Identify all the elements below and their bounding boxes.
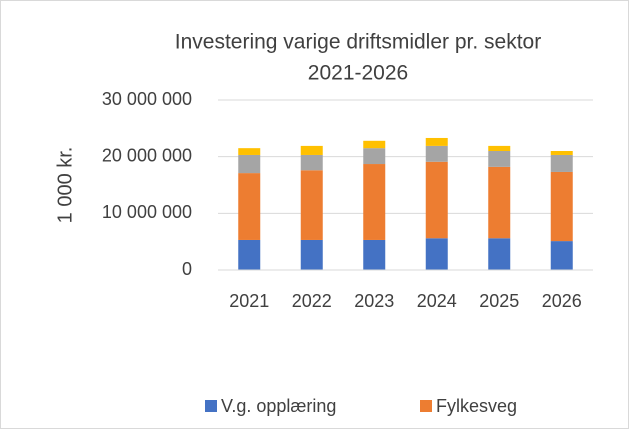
bar-segment	[425, 161, 448, 239]
bar-segment	[488, 145, 511, 151]
x-tick-label: 2023	[354, 291, 394, 311]
bar-segment	[550, 171, 573, 242]
x-tick-label: 2026	[542, 291, 582, 311]
chart-title: Investering varige driftsmidler pr. sekt…	[175, 31, 541, 54]
x-tick-label: 2025	[479, 291, 519, 311]
legend-label: Fylkesveg	[436, 396, 517, 416]
y-tick-label: 20 000 000	[102, 145, 192, 165]
bar-segment	[300, 170, 323, 240]
bar-segment	[550, 151, 573, 155]
bar-segment	[363, 140, 386, 149]
bar-segment	[363, 148, 386, 165]
bar-segment	[550, 241, 573, 270]
chart-title: 2021-2026	[308, 62, 408, 85]
bar-segment	[238, 154, 261, 174]
bar-segment	[238, 173, 261, 240]
bar-segment	[300, 154, 323, 171]
y-axis-label: 1 000 kr.	[54, 147, 76, 224]
bar-segment	[488, 238, 511, 270]
y-tick-label: 0	[182, 259, 192, 279]
bar-segment	[425, 238, 448, 270]
bar-segment	[363, 239, 386, 270]
x-tick-label: 2024	[417, 291, 457, 311]
bar-segment	[488, 151, 511, 167]
x-tick-label: 2021	[229, 291, 269, 311]
bar-segment	[300, 145, 323, 155]
bar-segment	[363, 164, 386, 240]
bar-segment	[488, 166, 511, 239]
bar-segment	[300, 239, 323, 270]
legend-swatch	[205, 400, 217, 412]
legend-swatch	[420, 400, 432, 412]
x-tick-label: 2022	[292, 291, 332, 311]
y-tick-label: 30 000 000	[102, 89, 192, 109]
bar-segment	[238, 239, 261, 270]
bar-segment	[425, 145, 448, 162]
y-tick-label: 10 000 000	[102, 202, 192, 222]
legend-label: V.g. opplæring	[221, 396, 336, 416]
bar-segment	[238, 148, 261, 155]
bar-segment	[425, 137, 448, 146]
bar-segment	[550, 154, 573, 172]
